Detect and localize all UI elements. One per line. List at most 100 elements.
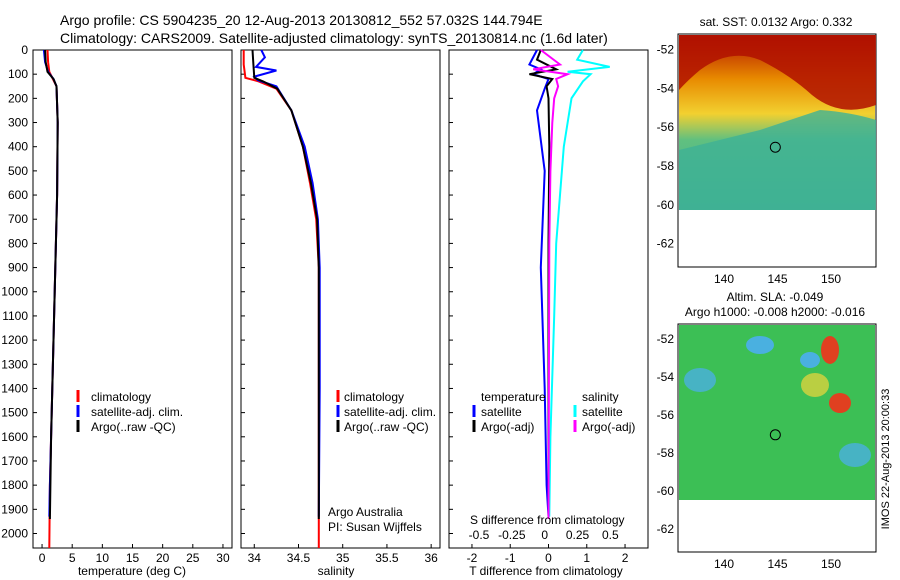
s-difference-tick-label: 0	[541, 528, 548, 542]
depth-tick-label: 1600	[1, 430, 28, 444]
depth-tick-label: 300	[8, 116, 28, 130]
map-lon-tick-label: 150	[821, 272, 841, 286]
map-lat-tick-label: -62	[657, 237, 675, 251]
x-tick-label: 0	[545, 551, 552, 565]
map-lat-tick-label: -62	[657, 522, 675, 536]
depth-tick-label: 1800	[1, 478, 28, 492]
depth-tick-label: 700	[8, 212, 28, 226]
map-lat-tick-label: -56	[657, 120, 675, 134]
legend-title-salinity: salinity	[582, 390, 619, 404]
map-lon-tick-label: 145	[768, 557, 788, 571]
series-line-satellite-adj-clim	[252, 49, 321, 517]
depth-tick-label: 1500	[1, 406, 28, 420]
argo-australia-label: Argo Australia	[328, 505, 403, 519]
legend-label-argo: Argo(..raw -QC)	[344, 420, 429, 434]
x-tick-label: 34.5	[287, 551, 311, 565]
legend-label-temp-argo: Argo(-adj)	[481, 420, 534, 434]
legend-label-climatology: climatology	[91, 390, 151, 404]
x-tick-label: 0	[39, 551, 46, 565]
map-lat-tick-label: -60	[657, 484, 675, 498]
depth-tick-label: 100	[8, 67, 28, 81]
s-difference-tick-label: -0.25	[498, 528, 526, 542]
depth-tick-label: 0	[21, 43, 28, 57]
depth-tick-label: 1400	[1, 381, 28, 395]
climatology-subtitle: Climatology: CARS2009. Satellite-adjuste…	[60, 30, 608, 46]
temperature-axis-label: temperature (deg C)	[78, 564, 186, 578]
sla-mid-anomaly	[801, 373, 829, 397]
map-lat-tick-label: -54	[657, 81, 675, 95]
legend-title-temperature: temperature	[481, 390, 546, 404]
profile-title: Argo profile: CS 5904235_20 12-Aug-2013 …	[60, 12, 543, 28]
salinity-panel-frame	[240, 49, 441, 549]
depth-tick-label: 1100	[2, 309, 28, 323]
sla-argo-marker	[769, 429, 781, 441]
x-tick-label: 35	[336, 551, 350, 565]
x-tick-label: 2	[622, 551, 629, 565]
salinity-axis-label: salinity	[318, 564, 355, 578]
depth-tick-label: 1300	[1, 357, 28, 371]
series-line-argo-raw-qc	[44, 49, 59, 520]
x-tick-label: 5	[69, 551, 76, 565]
map-lon-tick-label: 140	[714, 272, 734, 286]
series-line-temperature-satellite	[528, 49, 550, 517]
depth-tick-label: 1000	[1, 285, 28, 299]
legend-label-sal-satellite: satellite	[582, 405, 623, 419]
x-tick-label: 1	[583, 551, 590, 565]
x-tick-label: 15	[126, 551, 140, 565]
x-tick-label: -2	[467, 551, 478, 565]
sla-high-anomaly	[821, 336, 839, 364]
depth-tick-label: 400	[8, 140, 28, 154]
sst-cold-region	[679, 110, 876, 210]
map-lon-tick-label: 145	[768, 272, 788, 286]
x-tick-label: 36	[424, 551, 438, 565]
depth-tick-label: 1200	[1, 333, 28, 347]
map-lon-tick-label: 140	[714, 557, 734, 571]
series-line-salinity-satellite	[548, 49, 610, 517]
sla-high-anomaly	[829, 393, 851, 413]
x-tick-label: -1	[505, 551, 516, 565]
depth-tick-label: 800	[8, 236, 28, 250]
t-difference-axis-label: T difference from climatology	[469, 564, 623, 578]
s-difference-axis-label: S difference from climatology	[470, 513, 625, 527]
sla-low-anomaly	[839, 443, 871, 467]
sla-low-anomaly	[746, 336, 774, 354]
sla-low-anomaly	[800, 352, 820, 368]
legend-label-satellite: satellite-adj. clim.	[344, 405, 436, 419]
depth-tick-label: 500	[8, 164, 28, 178]
sst-argo-marker	[769, 141, 781, 153]
legend-label-satellite: satellite-adj. clim.	[91, 405, 183, 419]
s-difference-tick-label: -0.5	[469, 528, 490, 542]
s-difference-tick-label: 0.5	[602, 528, 619, 542]
sla-map-title: Altim. SLA: -0.049	[727, 290, 824, 304]
series-line-climatology	[46, 49, 59, 549]
x-tick-label: 35.5	[375, 551, 399, 565]
x-tick-label: 34	[248, 551, 262, 565]
map-lat-tick-label: -54	[657, 370, 675, 384]
map-lat-tick-label: -52	[657, 332, 675, 346]
depth-tick-label: 900	[8, 261, 28, 275]
map-lat-tick-label: -58	[657, 159, 675, 173]
depth-tick-label: 600	[8, 188, 28, 202]
imos-credit-label: IMOS 22-Aug-2013 20:00:33	[880, 389, 892, 530]
map-lat-tick-label: -60	[657, 198, 675, 212]
series-line-temperature-argo-adj	[529, 49, 560, 519]
x-tick-label: 20	[156, 551, 170, 565]
depth-tick-label: 1900	[1, 502, 28, 516]
map-lat-tick-label: -56	[657, 408, 675, 422]
sla-map-subtitle: Argo h1000: -0.008 h2000: -0.016	[685, 305, 865, 319]
series-line-climatology	[242, 50, 320, 548]
sst-map-title: sat. SST: 0.0132 Argo: 0.332	[700, 15, 853, 29]
series-line-argo-raw-qc	[251, 49, 320, 519]
map-lat-tick-label: -58	[657, 446, 675, 460]
x-tick-label: 30	[216, 551, 230, 565]
sst-warm-region	[679, 35, 876, 110]
sla-low-anomaly	[684, 368, 716, 392]
legend-label-climatology: climatology	[344, 390, 404, 404]
sla-map-field	[679, 325, 875, 500]
map-lat-tick-label: -52	[657, 43, 675, 57]
map-lon-tick-label: 150	[821, 557, 841, 571]
x-tick-label: 25	[186, 551, 200, 565]
depth-tick-label: 1700	[1, 454, 28, 468]
legend-label-temp-satellite: satellite	[481, 405, 522, 419]
